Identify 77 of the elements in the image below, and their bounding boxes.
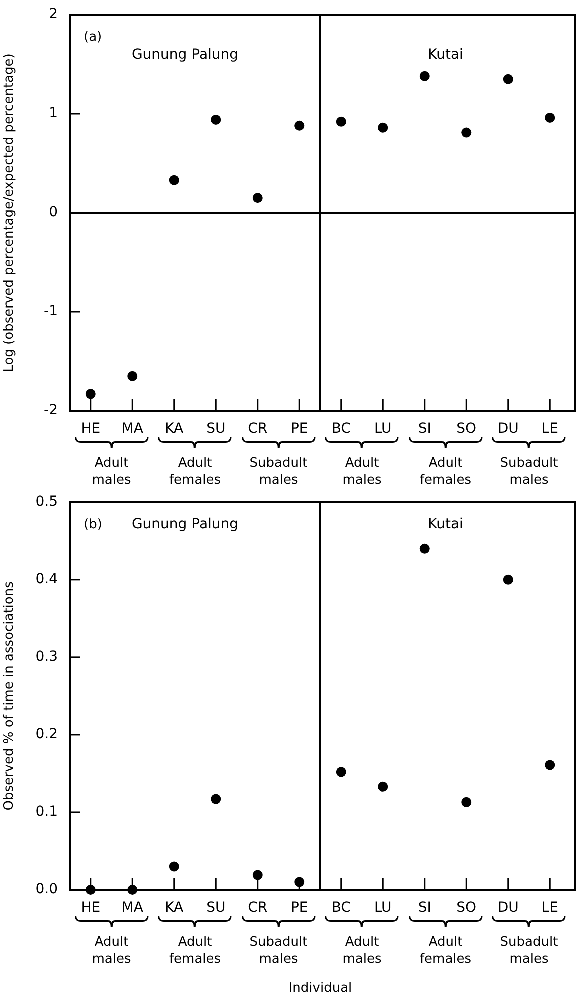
x-tick-label: SI xyxy=(418,421,432,438)
y-axis-title: Observed % of time in associations xyxy=(2,581,18,811)
x-axis-title: Individual xyxy=(288,981,352,996)
annotation: (b) xyxy=(84,517,102,532)
annotation: Kutai xyxy=(428,516,464,532)
x-tick-label: KA xyxy=(165,421,184,438)
y-tick-label: 0.1 xyxy=(36,804,58,820)
y-tick-label: -2 xyxy=(44,402,58,419)
annotation: Gunung Palung xyxy=(132,516,239,532)
point xyxy=(252,870,263,880)
point xyxy=(211,114,222,125)
point xyxy=(211,794,222,804)
x-tick-label: MA xyxy=(122,900,144,916)
y-tick-label: 0.3 xyxy=(36,649,58,666)
text: Adult females xyxy=(420,935,472,967)
point xyxy=(545,760,556,770)
x-tick-label: LE xyxy=(542,900,558,916)
text: Subadult males xyxy=(500,456,558,488)
x-tick-label: LU xyxy=(374,421,392,438)
text: Adult females xyxy=(169,935,222,967)
point xyxy=(545,112,556,123)
x-tick-label: KA xyxy=(165,900,184,916)
x-tick-label: MA xyxy=(122,421,144,438)
x-tick-label: DU xyxy=(498,421,519,438)
x-tick-label: CR xyxy=(248,900,268,916)
text: Subadult males xyxy=(500,935,558,967)
x-tick-label: SU xyxy=(206,421,226,438)
point xyxy=(336,767,346,778)
annotation: Gunung Palung xyxy=(132,47,239,63)
text: Adult males xyxy=(342,456,382,488)
point xyxy=(462,797,472,808)
y-tick-label: 2 xyxy=(49,6,58,23)
text: Subadult males xyxy=(250,456,308,488)
point xyxy=(128,371,138,382)
x-tick-label: CR xyxy=(248,421,268,438)
point xyxy=(420,544,430,554)
point xyxy=(336,116,346,127)
x-tick-label: SO xyxy=(456,900,477,916)
text: Adult males xyxy=(92,935,132,967)
point xyxy=(294,120,305,131)
annotation: (a) xyxy=(84,30,102,45)
x-tick-label: SU xyxy=(206,900,226,916)
x-tick-label: BC xyxy=(332,900,352,916)
text: Adult males xyxy=(92,456,132,488)
x-tick-label: PE xyxy=(290,900,308,916)
point xyxy=(462,128,472,138)
y-tick-label: 0.2 xyxy=(36,726,58,743)
y-tick-label: -1 xyxy=(44,304,58,320)
x-tick-label: DU xyxy=(498,900,519,916)
x-tick-label: SO xyxy=(456,421,477,438)
y-tick-label: 0 xyxy=(49,204,58,221)
y-tick-label: 1 xyxy=(49,106,58,122)
text: Adult females xyxy=(420,456,472,488)
y-tick-label: 0.5 xyxy=(36,494,58,510)
x-tick-label: LU xyxy=(374,900,392,916)
point xyxy=(503,74,514,84)
x-tick-label: PE xyxy=(290,421,308,438)
text: Adult males xyxy=(342,935,382,967)
x-tick-label: HE xyxy=(81,900,101,916)
x-tick-label: LE xyxy=(542,421,558,438)
text: Adult females xyxy=(169,456,222,488)
text: Subadult males xyxy=(250,935,308,967)
point xyxy=(252,193,263,204)
point xyxy=(86,389,96,400)
point xyxy=(378,122,388,133)
point xyxy=(169,175,180,186)
point xyxy=(503,574,514,585)
y-axis-title: Log (observed percentage/expected percentage) xyxy=(2,54,18,372)
annotation: Kutai xyxy=(428,47,464,63)
x-tick-label: BC xyxy=(332,421,352,438)
y-tick-label: 0.4 xyxy=(36,572,58,588)
x-tick-label: SI xyxy=(418,900,432,916)
point xyxy=(378,782,388,792)
point xyxy=(169,862,180,872)
point xyxy=(420,71,430,82)
x-tick-label: HE xyxy=(81,421,101,438)
y-tick-label: 0.0 xyxy=(36,882,58,898)
